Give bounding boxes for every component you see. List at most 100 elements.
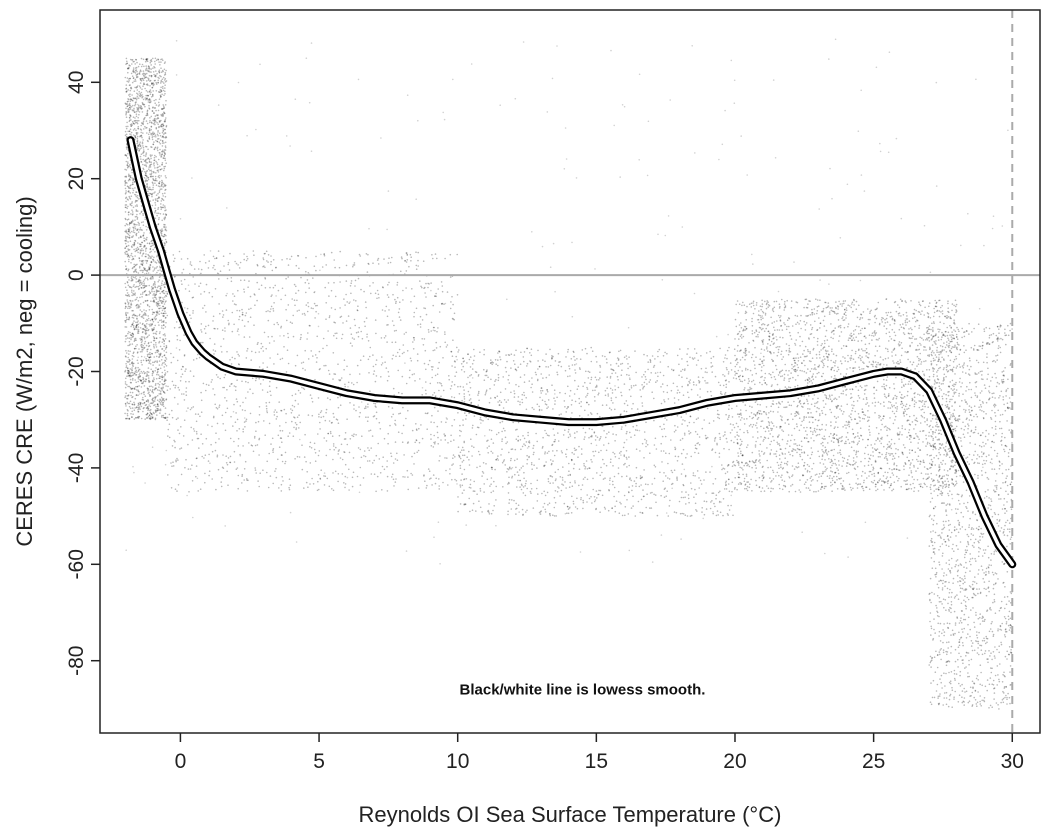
scatter-point — [163, 149, 166, 151]
scatter-point — [353, 408, 355, 410]
scatter-point — [175, 459, 177, 462]
scatter-point — [582, 385, 584, 388]
scatter-point — [269, 380, 271, 383]
scatter-point — [261, 389, 264, 391]
scatter-point — [168, 340, 171, 342]
scatter-point — [728, 490, 731, 493]
scatter-point — [268, 342, 271, 344]
scatter-point — [147, 317, 150, 320]
scatter-point — [158, 176, 161, 179]
scatter-point — [135, 87, 138, 89]
scatter-point — [712, 492, 715, 495]
scatter-point — [156, 302, 159, 305]
scatter-point — [158, 69, 161, 71]
scatter-point — [539, 396, 541, 399]
scatter-point — [314, 378, 316, 381]
scatter-point — [488, 429, 491, 431]
scatter-point — [136, 86, 138, 88]
scatter-point — [156, 286, 159, 289]
scatter-point — [555, 515, 557, 517]
scatter-point — [154, 202, 156, 204]
scatter-point — [517, 421, 520, 424]
scatter-point — [128, 302, 130, 304]
scatter-point — [428, 283, 430, 285]
scatter-point — [138, 243, 141, 245]
scatter-point — [128, 64, 130, 66]
scatter-point — [140, 129, 143, 131]
scatter-point — [177, 417, 179, 419]
scatter-point — [275, 266, 277, 269]
scatter-point — [149, 188, 151, 191]
scatter-point — [163, 292, 166, 295]
scatter-point — [165, 290, 167, 293]
scatter-point — [134, 86, 136, 89]
scatter-point — [151, 329, 154, 332]
scatter-point — [243, 336, 246, 338]
scatter-point — [154, 167, 156, 169]
scatter-point — [322, 337, 325, 340]
scatter-point — [195, 357, 198, 360]
scatter-point — [145, 310, 147, 312]
scatter-point — [163, 345, 165, 348]
scatter-point — [640, 476, 643, 479]
scatter-point — [300, 336, 302, 339]
scatter-point — [443, 303, 445, 306]
scatter-point — [279, 358, 282, 361]
scatter-point — [263, 265, 265, 267]
scatter-point — [131, 291, 133, 293]
scatter-point — [150, 341, 152, 344]
scatter-point — [152, 397, 154, 399]
scatter-point — [200, 399, 203, 402]
scatter-point — [155, 341, 157, 344]
scatter-point — [147, 94, 150, 97]
scatter-point — [608, 382, 611, 385]
scatter-point — [137, 93, 139, 95]
scatter-point — [145, 180, 148, 182]
scatter-point — [223, 265, 225, 267]
scatter-point — [159, 229, 162, 231]
scatter-point — [204, 472, 206, 475]
scatter-point — [686, 353, 688, 355]
scatter-point — [132, 206, 135, 209]
scatter-point — [289, 321, 292, 324]
scatter-point — [594, 376, 597, 379]
scatter-point — [133, 107, 135, 110]
scatter-point — [132, 413, 134, 416]
scatter-point — [144, 159, 147, 161]
scatter-point — [682, 513, 685, 515]
scatter-point — [128, 94, 130, 96]
scatter-point — [132, 292, 134, 295]
scatter-point — [154, 284, 156, 286]
scatter-point — [134, 239, 136, 242]
scatter-point — [398, 308, 401, 310]
scatter-point — [143, 291, 146, 293]
scatter-point — [395, 329, 398, 332]
scatter-point — [353, 433, 355, 436]
scatter-point — [539, 513, 542, 515]
scatter-point — [726, 349, 729, 352]
scatter-point — [356, 381, 358, 384]
scatter-point — [410, 260, 412, 262]
scatter-point — [265, 402, 268, 404]
scatter-point — [336, 332, 338, 335]
scatter-point — [440, 302, 443, 305]
scatter-point — [357, 305, 359, 308]
scatter-point — [562, 466, 564, 468]
scatter-point — [456, 346, 458, 349]
scatter-point — [133, 128, 136, 130]
scatter-point — [124, 182, 127, 184]
scatter-point — [132, 324, 135, 327]
scatter-point — [138, 150, 140, 152]
scatter-point — [335, 337, 338, 340]
scatter-point — [281, 259, 283, 261]
scatter-point — [162, 338, 164, 340]
scatter-point — [231, 382, 233, 385]
scatter-point — [136, 86, 138, 88]
scatter-point — [158, 296, 161, 299]
scatter-point — [160, 200, 163, 202]
scatter-point — [161, 348, 164, 350]
scatter-point — [160, 307, 162, 309]
scatter-point — [564, 406, 566, 408]
scatter-point — [162, 235, 165, 238]
scatter-point — [189, 408, 192, 411]
